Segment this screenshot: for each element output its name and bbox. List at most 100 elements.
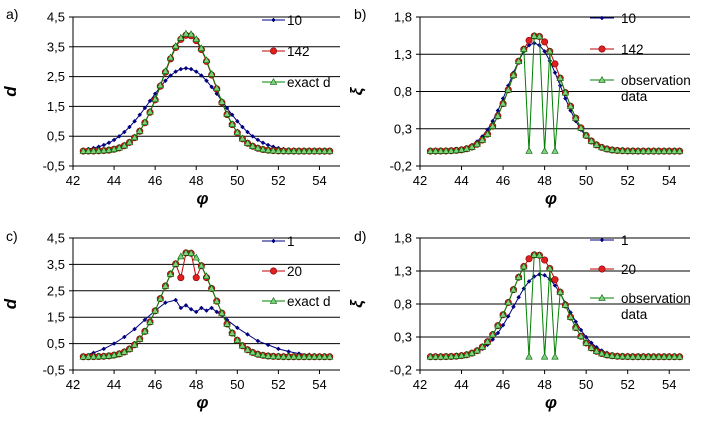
data-point (452, 352, 461, 359)
data-point (587, 343, 596, 351)
data-point (79, 352, 87, 360)
legend: 1 20 observation data (590, 233, 691, 322)
data-point (526, 279, 532, 284)
data-point (577, 123, 585, 131)
data-point (249, 142, 257, 149)
x-tick-label: 46 (496, 377, 510, 392)
data-point (207, 69, 216, 77)
data-point (115, 349, 123, 357)
data-point (173, 297, 179, 303)
data-point (125, 345, 134, 352)
data-point (111, 137, 117, 143)
data-point (199, 305, 204, 311)
y-tick-label: 1,8 (394, 231, 412, 246)
x-tick-label: 44 (454, 377, 468, 392)
legend: 1 20 exact d (262, 234, 331, 309)
x-tick-label: 44 (454, 173, 468, 188)
x-tick-label: 50 (579, 377, 593, 392)
data-point (234, 118, 240, 124)
data-point (525, 255, 533, 263)
data-point (613, 146, 622, 154)
data-point (265, 342, 271, 348)
data-point (132, 118, 137, 124)
data-point (209, 84, 214, 90)
x-tick-label: 54 (312, 173, 326, 188)
legend-label: observation data (621, 291, 691, 322)
x-tick-label: 42 (413, 377, 427, 392)
data-point (552, 70, 558, 76)
legend-label: 20 (287, 264, 302, 279)
data-point (660, 147, 668, 154)
data-point (665, 352, 673, 360)
data-point (245, 332, 250, 337)
data-point (561, 88, 570, 96)
data-point (290, 352, 298, 360)
data-point (603, 350, 611, 358)
panel-label: d) (354, 228, 366, 244)
legend-marker (598, 293, 606, 301)
data-point (290, 147, 298, 154)
data-point (483, 337, 492, 345)
data-point (634, 147, 642, 154)
data-point (100, 146, 108, 154)
data-point (156, 81, 164, 89)
data-point (116, 133, 122, 139)
data-point (618, 352, 627, 360)
y-tick-label: 4,5 (47, 231, 65, 246)
data-point (563, 96, 568, 101)
chart-panel-3: c) -0,5 0,5 1,5 2,5 3,5 4,5 42 44 46 48 50 52 54 φ d 1 20… (1, 228, 340, 412)
chart-panel-1: a)-0,50,51,52,53,54,542 44 46 48 50 52 54φd101… (1, 6, 340, 208)
data-point (79, 147, 87, 154)
data-point (130, 133, 139, 141)
data-point (535, 32, 544, 40)
data-point (592, 347, 601, 354)
y-tick-label: 0,5 (47, 336, 65, 351)
data-point (178, 305, 184, 311)
data-point (146, 317, 154, 325)
x-axis-label: φ (197, 393, 209, 412)
data-point (670, 352, 679, 360)
data-point (264, 146, 272, 153)
data-point (326, 147, 334, 154)
data-point (233, 128, 242, 136)
data-point (245, 129, 250, 135)
legend-label: 142 (287, 44, 310, 59)
legend-marker (598, 45, 606, 53)
x-tick-label: 50 (579, 173, 593, 188)
legend-label: 142 (621, 42, 644, 57)
data-point (274, 146, 283, 154)
data-point (259, 351, 267, 359)
data-point (137, 112, 143, 118)
data-point (204, 78, 209, 84)
data-point (125, 138, 134, 146)
y-axis-label: ξ (347, 86, 366, 95)
data-point (457, 145, 466, 153)
data-point (566, 313, 575, 320)
data-point (315, 147, 324, 154)
y-axis-label: ξ (347, 299, 366, 308)
legend-marker (269, 296, 278, 304)
data-point (468, 349, 476, 356)
data-point (494, 321, 502, 329)
y-tick-label: 0,3 (394, 330, 412, 345)
data-point (500, 322, 506, 328)
data-point (177, 274, 185, 282)
data-point (213, 297, 221, 304)
data-point (509, 71, 518, 78)
legend-label: 20 (621, 262, 636, 277)
data-point (182, 29, 190, 37)
data-point (141, 327, 149, 335)
data-point (488, 330, 497, 338)
data-point (495, 330, 501, 336)
data-point (259, 145, 267, 153)
x-tick-label: 54 (662, 173, 676, 188)
data-point (582, 338, 590, 346)
data-point (541, 256, 549, 264)
data-point (546, 47, 554, 55)
data-point (178, 66, 184, 72)
data-point (566, 102, 575, 109)
y-tick-label: 3,5 (47, 39, 65, 54)
data-point (264, 351, 272, 359)
legend-marker (599, 15, 605, 21)
